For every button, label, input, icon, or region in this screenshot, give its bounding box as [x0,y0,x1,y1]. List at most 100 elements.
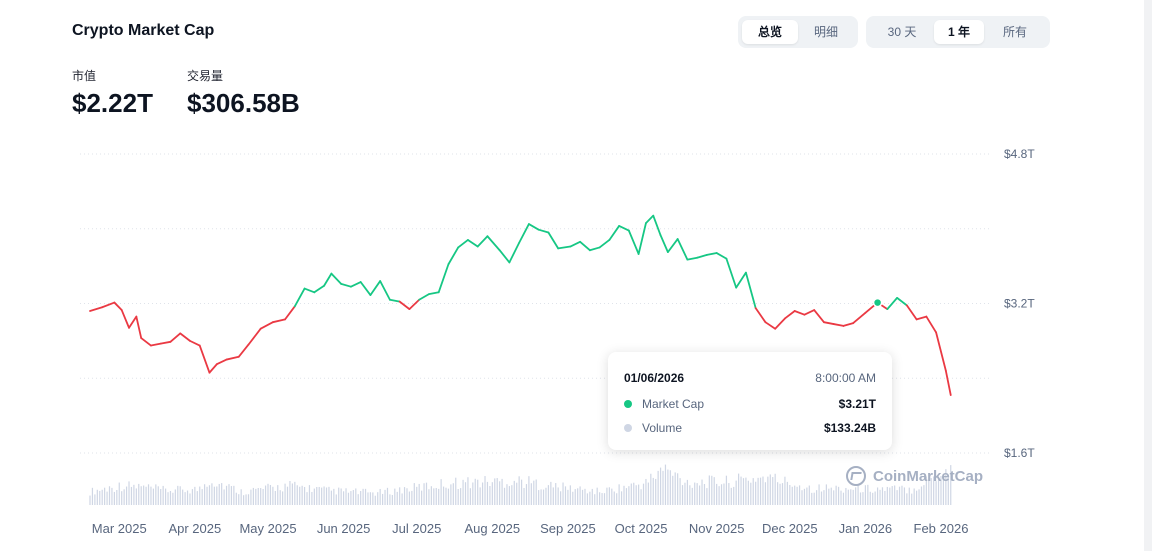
volume-bar [667,469,669,505]
volume-bar [613,491,615,505]
page-scrollbar[interactable] [1144,0,1152,551]
volume-bar [781,483,784,505]
volume-bar [674,472,676,505]
y-tick-label: $4.8T [1004,147,1035,161]
volume-bar [201,489,203,505]
volume-bar [321,487,323,505]
volume-bar [350,491,352,505]
volume-bar [560,491,562,505]
volume-bar [308,485,311,505]
tab-overview[interactable]: 总览 [742,20,798,44]
volume-bar [591,488,593,505]
volume-bar [603,493,606,505]
volume-bar [884,490,886,505]
volume-bar [162,485,164,505]
market-cap-line-segment [259,321,274,330]
volume-bar [857,484,859,505]
volume-bar [189,493,191,505]
volume-bar [706,488,708,505]
volume-bar [89,495,91,505]
volume-bar [211,483,213,505]
volume-bar [735,480,737,505]
market-cap-line-segment [340,282,352,288]
volume-bar [160,489,162,505]
market-cap-line-segment [715,252,728,260]
market-cap-line-segment [676,238,689,261]
volume-bar [916,490,918,505]
volume-bar [869,491,871,505]
tab-details[interactable]: 明细 [813,25,838,39]
volume-bar [716,483,718,505]
volume-bar [221,483,223,505]
volume-bar [316,486,318,505]
volume-bar [528,476,530,505]
market-cap-line-segment [135,315,143,339]
volume-value: $306.58B [187,88,300,118]
volume-bar [530,483,532,505]
volume-bar [447,488,450,505]
volume-bar [811,492,813,505]
range-30d[interactable]: 30 天 [887,25,917,39]
volume-bar [889,487,891,505]
market-cap-line-segment [915,315,928,321]
tooltip-volume-label: Volume [642,421,683,435]
volume-bar [218,483,220,505]
x-tick-label: Jul 2025 [392,521,441,536]
volume-bar [245,494,247,505]
volume-bar [664,464,667,505]
volume-bar [194,486,196,505]
market-cap-line-segment [905,304,918,321]
volume-bar [872,492,874,505]
tooltip-volume-value: $133.24B [823,421,876,435]
volume-bar [569,485,571,505]
volume-bar [791,486,793,505]
market-cap-line-segment [198,344,211,374]
volume-bar [718,486,720,505]
volume-bar [457,489,459,505]
volume-bar [399,487,401,505]
market-cap-line-segment [852,311,867,325]
volume-bar [611,488,613,505]
volume-bar [733,486,735,505]
range-all[interactable]: 所有 [1002,25,1027,39]
volume-bar [445,487,447,505]
market-cap-line-segment [120,309,130,329]
market-cap-line-segment [784,310,796,320]
volume-bar [681,485,684,505]
range-1y[interactable]: 1 年 [934,20,984,44]
volume-bar [847,489,849,505]
volume-bar [391,494,393,505]
volume-bar [125,486,128,505]
volume-bar [516,482,518,505]
volume-bar [684,482,686,505]
volume-bar [874,491,876,505]
volume-bar [223,489,225,505]
volume-bar [798,485,801,505]
tooltip-market-cap-label: Market Cap [642,397,705,411]
market-cap-line-segment [369,280,382,296]
volume-bar [318,486,320,505]
volume-bar [689,485,691,505]
volume-bar [338,487,340,505]
volume-bar [894,485,896,505]
volume-bar [352,490,354,505]
volume-bar [184,492,186,505]
market-cap-line-segment [696,254,708,259]
volume-bar [143,485,145,505]
volume-bar [501,478,503,505]
volume-bar [808,485,810,505]
chart-title: Crypto Market Cap [72,22,215,39]
market-cap-line-segment [447,246,460,266]
market-cap-line-segment [303,287,316,294]
volume-bar [852,489,854,505]
volume-bar [618,484,620,505]
volume-bar [825,484,827,505]
x-tick-label: Apr 2025 [168,521,221,536]
volume-bar [652,477,654,505]
market-cap-line-segment [498,249,511,264]
volume-bar [174,489,176,505]
volume-bar [213,486,215,505]
volume-bar [635,485,637,505]
market-cap-line-segment [101,301,116,309]
